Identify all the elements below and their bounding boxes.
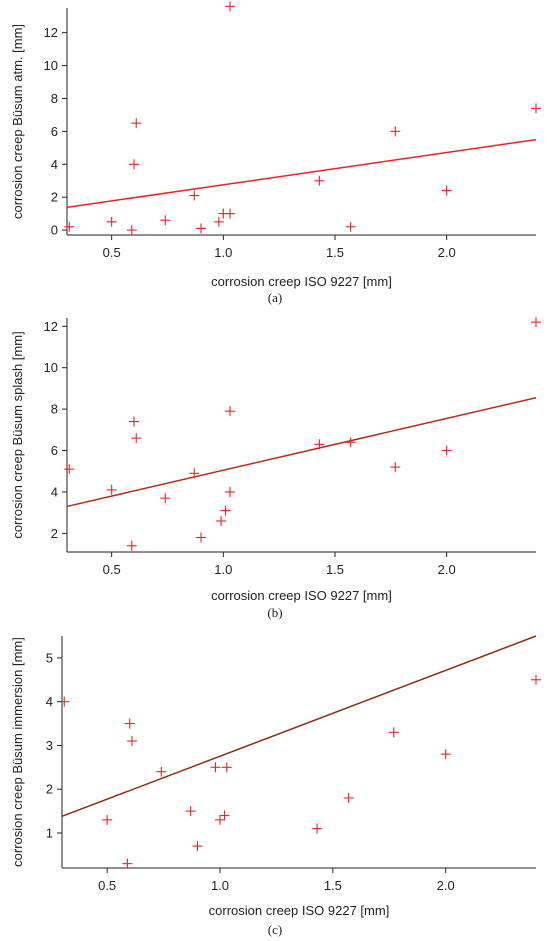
x-axis-title: corrosion creep ISO 9227 [mm] <box>211 274 392 289</box>
y-tick-label: 2 <box>46 782 53 797</box>
y-tick-label: 12 <box>44 319 58 334</box>
data-point <box>106 484 117 495</box>
data-point <box>531 674 541 685</box>
fit-line <box>66 138 537 209</box>
panel-caption: (b) <box>267 605 282 620</box>
data-point <box>131 433 142 444</box>
x-tick-label: 1.0 <box>214 245 232 260</box>
data-point <box>345 221 356 232</box>
x-tick-label: 1.5 <box>326 245 344 260</box>
data-point <box>189 190 200 201</box>
data-point <box>185 806 196 817</box>
y-tick-label: 10 <box>44 58 58 73</box>
y-tick-label: 6 <box>51 443 58 458</box>
x-axis-title: corrosion creep ISO 9227 [mm] <box>211 588 392 603</box>
data-point <box>225 1 236 12</box>
data-point <box>213 216 224 227</box>
y-axis-title: corrosion creep Büsum splash [mm] <box>10 331 25 538</box>
x-tick-label: 1.0 <box>211 878 229 893</box>
x-tick-label: 2.0 <box>437 878 455 893</box>
panel-caption: (c) <box>268 922 282 937</box>
y-tick-label: 2 <box>51 190 58 205</box>
data-point <box>126 225 137 236</box>
x-axis-title: corrosion creep ISO 9227 [mm] <box>209 903 390 918</box>
data-point <box>210 762 221 773</box>
data-point <box>126 736 137 747</box>
y-tick-label: 0 <box>51 223 58 238</box>
y-axis-title: corrosion creep Büsum atm. [mm] <box>10 24 25 219</box>
x-tick-label: 0.5 <box>98 878 116 893</box>
data-point <box>531 317 541 328</box>
x-tick-label: 2.0 <box>438 562 456 577</box>
x-tick-label: 1.5 <box>326 562 344 577</box>
y-tick-label: 2 <box>51 526 58 541</box>
data-point <box>225 208 236 219</box>
data-point <box>64 464 75 475</box>
data-point <box>390 126 401 137</box>
x-tick-label: 1.0 <box>214 562 232 577</box>
data-point <box>531 103 541 114</box>
data-point <box>59 696 70 707</box>
y-tick-label: 8 <box>51 402 58 417</box>
data-point <box>102 814 113 825</box>
data-point <box>225 486 236 497</box>
data-point <box>216 515 227 526</box>
x-tick-label: 2.0 <box>438 245 456 260</box>
y-tick-label: 3 <box>46 738 53 753</box>
x-tick-label: 0.5 <box>103 245 121 260</box>
y-tick-label: 4 <box>51 157 58 172</box>
y-tick-label: 4 <box>46 694 53 709</box>
data-point <box>440 749 451 760</box>
y-tick-label: 4 <box>51 484 58 499</box>
data-point <box>312 823 323 834</box>
data-point <box>192 841 203 852</box>
x-tick-label: 0.5 <box>103 562 121 577</box>
data-point <box>343 792 354 803</box>
data-point <box>441 185 452 196</box>
data-point <box>64 221 75 232</box>
data-point <box>314 439 325 450</box>
data-point <box>106 216 117 227</box>
panel-caption: (a) <box>268 290 282 305</box>
data-point <box>189 468 200 479</box>
data-point <box>131 118 142 129</box>
y-tick-label: 1 <box>46 825 53 840</box>
data-point <box>220 505 231 516</box>
fit-line <box>61 635 537 818</box>
data-point <box>215 814 225 825</box>
data-point <box>156 766 167 777</box>
data-point <box>196 532 206 543</box>
data-point <box>160 493 171 504</box>
chart-panel-2: 2 4 6 8 10 12 0.5 1.0 1.5 2.0 corrosion creep ISO … <box>10 317 541 620</box>
y-tick-label: 12 <box>44 25 58 40</box>
data-point <box>122 858 133 869</box>
data-point <box>314 175 325 186</box>
data-point <box>225 406 236 417</box>
data-point <box>124 718 135 729</box>
y-tick-label: 8 <box>51 91 58 106</box>
chart-panel-1: 0 2 4 6 8 10 12 0.5 1.0 1.5 2.0 corrosion creep ISO… <box>10 1 541 305</box>
x-tick-label: 1.5 <box>324 878 342 893</box>
y-tick-label: 6 <box>51 124 58 139</box>
y-tick-label: 5 <box>46 650 53 665</box>
data-point <box>221 762 232 773</box>
data-point <box>160 215 171 226</box>
data-point <box>219 810 230 821</box>
data-point <box>126 540 137 551</box>
data-point <box>441 445 452 456</box>
data-point <box>390 462 401 473</box>
data-point <box>129 416 139 427</box>
data-point <box>388 727 399 738</box>
fit-line <box>66 396 537 508</box>
data-point <box>129 159 139 170</box>
y-axis-title: corrosion creep Büsum immersion [mm] <box>10 637 25 867</box>
chart-panel-3: 1 2 3 4 5 0.5 1.0 1.5 2.0 corrosion creep ISO 922… <box>10 635 541 937</box>
y-tick-label: 10 <box>44 360 58 375</box>
data-point <box>196 223 206 234</box>
data-point <box>345 437 356 448</box>
